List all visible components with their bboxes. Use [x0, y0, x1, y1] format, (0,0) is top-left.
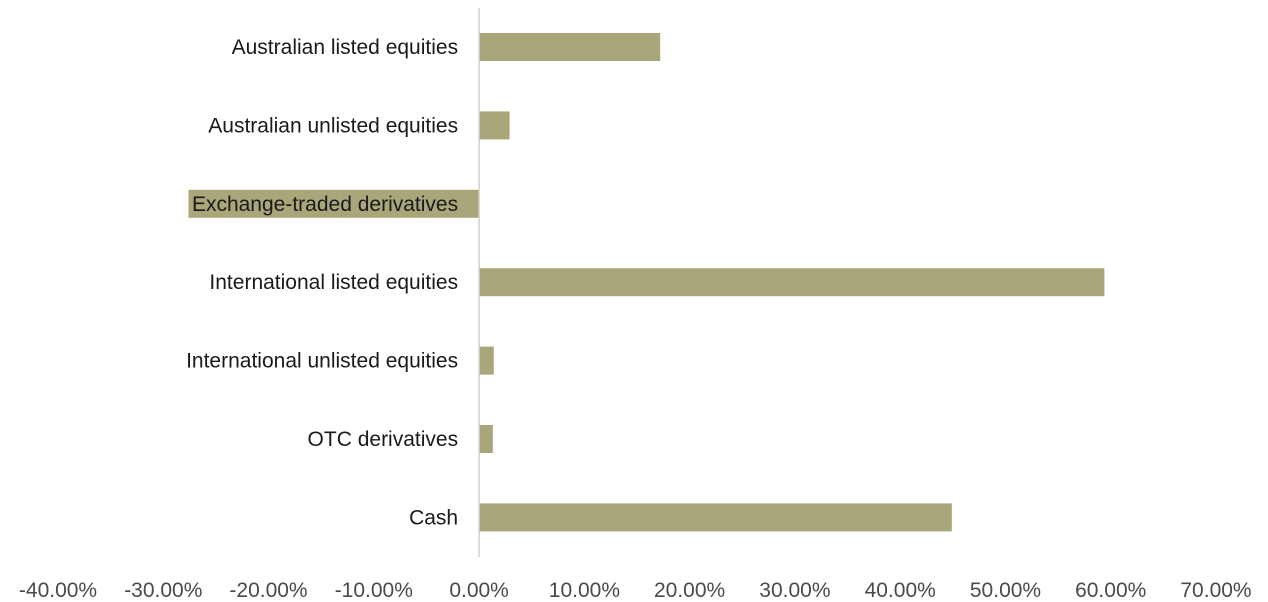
x-tick-label: -40.00%	[19, 579, 97, 602]
category-label-australian-listed-equities: Australian listed equities	[232, 36, 458, 59]
bar-international-listed-equities	[479, 268, 1105, 297]
category-label-exchange-traded-derivatives: Exchange-traded derivatives	[192, 193, 458, 216]
category-label-international-listed-equities: International listed equities	[209, 271, 458, 294]
x-tick-label: 40.00%	[865, 579, 936, 602]
x-tick-label: -30.00%	[124, 579, 202, 602]
bar-international-unlisted-equities	[479, 346, 494, 375]
category-labels: Australian listed equities Australian unl…	[186, 36, 458, 529]
x-tick-label: 60.00%	[1075, 579, 1146, 602]
x-tick-label: 20.00%	[654, 579, 725, 602]
category-label-otc-derivatives: OTC derivatives	[308, 428, 459, 451]
bars-layer	[188, 33, 1105, 532]
category-label-australian-unlisted-equities: Australian unlisted equities	[208, 114, 458, 137]
bar-exchange-traded-derivatives	[188, 189, 480, 218]
x-tick-label: -10.00%	[335, 579, 413, 602]
bar-australian-listed-equities	[479, 33, 661, 61]
category-label-international-unlisted-equities: International unlisted equities	[186, 350, 458, 373]
x-tick-label: 0.00%	[449, 579, 509, 602]
x-tick-label: -20.00%	[229, 579, 307, 602]
bar-australian-unlisted-equities	[479, 111, 510, 140]
bar-cash	[479, 503, 952, 532]
x-tick-label: 30.00%	[759, 579, 830, 602]
x-tick-label: 70.00%	[1180, 579, 1251, 602]
x-tick-label: 10.00%	[549, 579, 620, 602]
bar-otc-derivatives	[479, 425, 493, 453]
x-tick-label: 50.00%	[970, 579, 1041, 602]
category-label-cash: Cash	[409, 506, 458, 529]
x-tick-labels: -40.00% -30.00% -20.00% -10.00% 0.00% 10.00% 2…	[19, 579, 1252, 602]
